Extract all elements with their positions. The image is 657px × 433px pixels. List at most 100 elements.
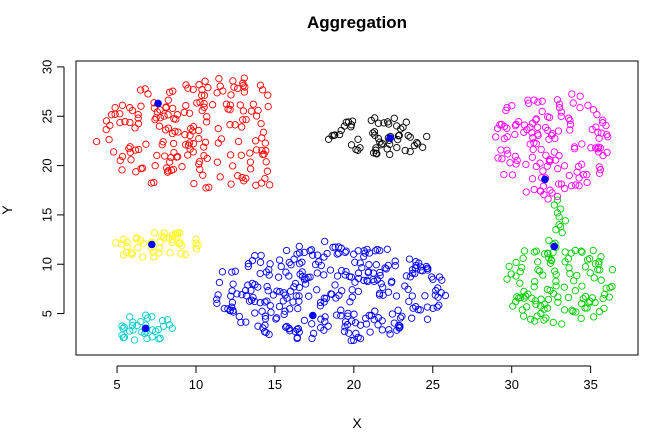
data-point — [162, 104, 170, 112]
data-point — [383, 145, 391, 153]
data-point — [608, 266, 617, 274]
data-point — [215, 75, 223, 83]
data-point — [549, 318, 557, 327]
data-point — [512, 298, 520, 306]
y-axis-label: Y — [0, 205, 15, 215]
data-point — [200, 143, 208, 151]
data-point — [227, 292, 235, 300]
data-point — [131, 124, 139, 132]
data-point — [333, 250, 341, 258]
data-point — [202, 184, 210, 192]
data-point — [134, 244, 142, 252]
data-point — [241, 83, 249, 91]
data-point — [173, 232, 181, 240]
y-tick-label: 10 — [39, 257, 54, 271]
data-point — [163, 316, 172, 324]
data-point — [513, 156, 521, 165]
data-point — [298, 258, 306, 266]
data-point — [503, 146, 511, 154]
data-point — [155, 335, 163, 343]
data-point — [375, 289, 384, 298]
data-point — [365, 311, 373, 320]
data-point — [156, 334, 164, 342]
data-point — [378, 317, 386, 325]
data-point — [537, 187, 545, 195]
data-point — [372, 149, 380, 158]
data-point — [367, 311, 376, 320]
data-point — [570, 277, 578, 285]
data-point — [565, 264, 573, 272]
data-point — [341, 248, 349, 257]
data-point — [578, 140, 586, 148]
data-point — [572, 308, 580, 316]
data-point — [163, 164, 171, 172]
data-point — [572, 181, 580, 189]
data-point — [322, 294, 330, 303]
y-tick-label: 25 — [39, 109, 54, 123]
data-point — [348, 317, 356, 325]
data-point — [175, 240, 183, 248]
data-point — [384, 288, 393, 296]
data-point — [346, 298, 354, 306]
data-point — [555, 180, 563, 188]
data-point — [300, 248, 308, 257]
data-point — [513, 293, 521, 301]
data-point — [385, 326, 393, 334]
data-point — [595, 307, 604, 316]
centroid-point — [541, 175, 549, 184]
data-point — [380, 119, 388, 127]
data-point — [395, 131, 403, 140]
data-point — [171, 127, 179, 136]
data-point — [522, 160, 530, 169]
data-point — [132, 235, 141, 243]
data-point — [557, 108, 566, 116]
data-point — [566, 126, 574, 134]
data-point — [227, 91, 235, 99]
data-point — [133, 321, 141, 330]
data-point — [401, 282, 409, 290]
data-point — [497, 120, 506, 129]
data-point — [251, 309, 259, 317]
data-point — [158, 141, 166, 149]
data-point — [235, 312, 243, 321]
data-point — [236, 101, 244, 109]
data-point — [151, 116, 159, 124]
x-axis-label: X — [352, 415, 362, 431]
data-point — [317, 261, 325, 270]
data-point — [156, 238, 164, 246]
data-point — [537, 309, 545, 318]
data-point — [242, 292, 251, 300]
data-point — [213, 158, 222, 166]
plot-frame — [75, 60, 639, 356]
data-point — [568, 90, 576, 98]
data-point — [418, 143, 427, 151]
data-point — [570, 143, 579, 151]
data-point — [164, 111, 172, 119]
data-point — [280, 310, 288, 319]
data-point — [534, 258, 542, 266]
data-point — [506, 159, 514, 167]
centroid-point — [386, 134, 395, 142]
data-point — [561, 184, 569, 193]
data-point — [332, 311, 341, 319]
data-point — [542, 151, 550, 159]
data-point — [244, 262, 252, 271]
data-point — [534, 131, 542, 140]
data-point — [391, 257, 399, 265]
data-point — [390, 114, 398, 122]
data-point — [317, 315, 325, 323]
data-point — [234, 137, 243, 146]
data-point — [193, 99, 201, 107]
data-point — [522, 188, 530, 196]
data-point — [351, 258, 359, 266]
data-point — [203, 113, 211, 121]
data-point — [520, 121, 529, 129]
data-point — [556, 223, 565, 231]
data-point — [352, 329, 360, 338]
data-point — [102, 125, 110, 134]
data-point — [148, 326, 157, 334]
data-point — [341, 271, 349, 279]
data-point — [410, 141, 419, 150]
data-point — [354, 287, 363, 296]
data-point — [541, 123, 550, 132]
